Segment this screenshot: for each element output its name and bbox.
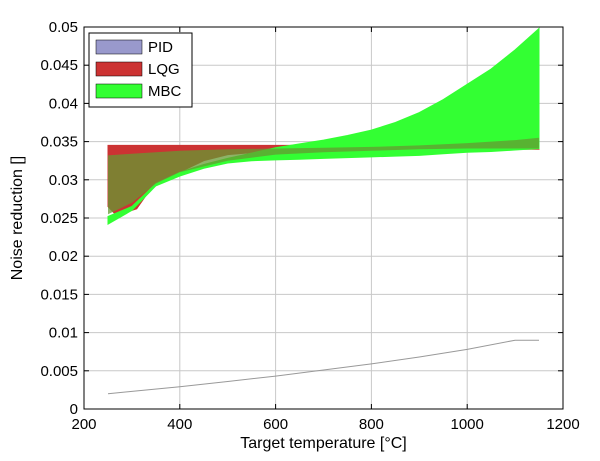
- y-tick-label: 0.05: [49, 19, 78, 36]
- x-axis-label: Target temperature [°C]: [240, 435, 406, 452]
- x-tick-label: 1000: [451, 416, 484, 433]
- y-tick-label: 0.02: [49, 248, 78, 265]
- y-tick-label: 0.025: [40, 210, 78, 227]
- y-axis-ticks: 0 0.005 0.01 0.015 0.02 0.025 0.03 0.035 0.04 0.0…: [40, 19, 563, 418]
- y-tick-label: 0.035: [40, 134, 78, 151]
- legend-swatch-lqg: [95, 61, 143, 77]
- y-tick-label: 0.015: [40, 286, 78, 303]
- legend-swatch-mbc: [95, 83, 143, 99]
- y-tick-label: 0.045: [40, 57, 78, 74]
- series-line-reference: [107, 339, 539, 395]
- x-tick-label: 400: [167, 416, 192, 433]
- x-tick-label: 600: [263, 416, 288, 433]
- legend-label-lqg: LQG: [148, 61, 180, 78]
- x-axis-ticks: 200 400 600 800 1000 1200: [71, 27, 580, 433]
- legend-label-pid: PID: [148, 39, 173, 56]
- legend-label-mbc: MBC: [148, 83, 182, 100]
- series-layer: [107, 27, 540, 395]
- y-tick-label: 0.03: [49, 172, 78, 189]
- legend: PID LQG MBC: [88, 32, 193, 108]
- series-overlap-region: [108, 137, 539, 215]
- y-tick-label: 0.005: [40, 363, 78, 380]
- x-tick-label: 200: [71, 416, 96, 433]
- y-axis-label: Noise reduction []: [9, 156, 26, 281]
- legend-swatch-pid: [95, 39, 143, 55]
- x-tick-label: 1200: [546, 416, 579, 433]
- y-tick-label: 0.04: [49, 95, 78, 112]
- y-tick-label: 0: [70, 401, 78, 418]
- y-tick-label: 0.01: [49, 325, 78, 342]
- x-tick-label: 800: [359, 416, 384, 433]
